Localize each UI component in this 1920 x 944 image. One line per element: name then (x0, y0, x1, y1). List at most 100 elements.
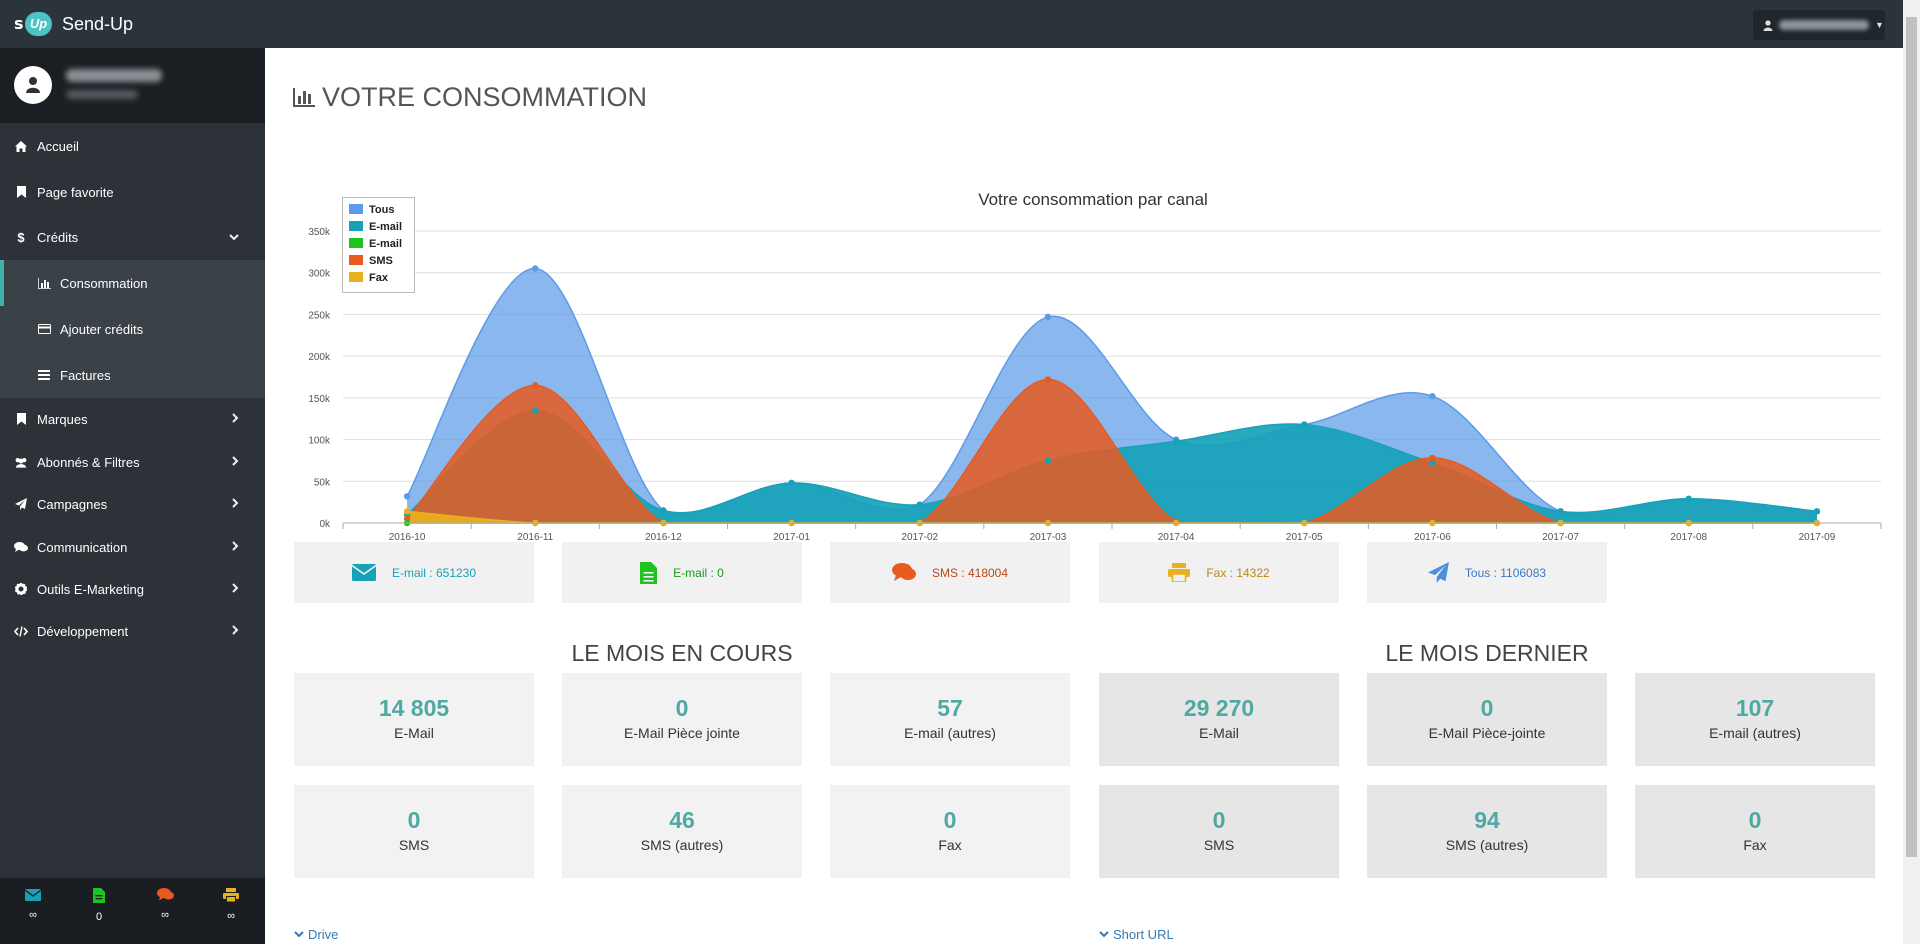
y-tick-label: 250k (308, 310, 331, 321)
sidebar-item-developpement[interactable]: Développement (0, 609, 265, 653)
stat-value: 0 (943, 807, 957, 833)
x-tick-label: 2017-09 (1799, 532, 1836, 543)
current-email-stat: 14 805 E-Mail (294, 673, 534, 766)
chart-axes: 2016-10 2016-11 2016-12 2017-01 2017-02 2017-… (342, 522, 1882, 543)
data-point[interactable] (1813, 508, 1821, 515)
chart-series (406, 267, 1817, 524)
data-point[interactable] (1429, 459, 1436, 467)
data-point[interactable] (403, 493, 411, 500)
total-sms-label: SMS : 418004 (931, 565, 1009, 580)
x-tick-label: 2017-03 (1030, 532, 1067, 543)
data-point[interactable] (1685, 495, 1692, 503)
last-email-attachment-stat: 0 E-Mail Pièce-jointe (1367, 673, 1607, 766)
sidebar-item-credits[interactable]: $ Crédits (0, 215, 265, 259)
sidebar-item-label: Page favorite (37, 184, 114, 200)
sidebar-item-factures[interactable]: Factures (0, 352, 265, 398)
sidebar-item-consommation[interactable]: Consommation (0, 260, 265, 306)
stat-label: E-Mail Pièce-jointe (1428, 725, 1546, 741)
chevron-right-icon (232, 624, 239, 638)
caret-down-icon: ▼ (1875, 20, 1884, 30)
scrollbar-thumb[interactable] (1906, 17, 1917, 857)
list-icon (37, 370, 51, 380)
page-title: VOTRE CONSOMMATION (293, 82, 647, 113)
home-icon (14, 140, 28, 152)
consumption-chart: Votre consommation par canal 0k 50k 100k 15… (265, 140, 1885, 565)
y-tick-label: 200k (308, 352, 331, 363)
credit-counters: ∞ 0 ∞ ∞ (0, 878, 265, 944)
y-tick-label: 300k (308, 269, 331, 280)
stat-label: E-mail (autres) (904, 725, 996, 741)
x-tick-label: 2017-08 (1670, 532, 1707, 543)
sidebar-item-outils-e-marketing[interactable]: Outils E-Marketing (0, 567, 265, 611)
fax-credit-counter[interactable]: ∞ (213, 888, 249, 922)
total-all[interactable]: Tous : 1106083 (1367, 542, 1607, 603)
data-point[interactable] (1429, 392, 1436, 400)
short-url-toggle[interactable]: Short URL (1099, 927, 1174, 942)
x-tick-label: 2016-12 (645, 532, 682, 543)
data-point[interactable] (403, 508, 411, 515)
last-email-stat: 29 270 E-Mail (1099, 673, 1339, 766)
drive-label: Drive (308, 927, 339, 942)
sidebar-item-marques[interactable]: Marques (0, 397, 265, 441)
stat-label: E-Mail (1199, 725, 1239, 741)
sms-credit-counter[interactable]: ∞ (147, 888, 183, 921)
total-fax[interactable]: Fax : 14322 (1099, 542, 1339, 603)
data-point[interactable] (660, 507, 667, 514)
current-email-attachment-stat: 0 E-Mail Pièce jointe (562, 673, 802, 766)
email-credit-counter[interactable]: ∞ (15, 888, 51, 921)
dollar-icon: $ (17, 229, 25, 245)
stat-value: 107 (1735, 695, 1775, 721)
legend-swatch (349, 221, 363, 231)
current-month-title: LE MOIS EN COURS (571, 640, 793, 666)
current-sms-other-stat: 46 SMS (autres) (562, 785, 802, 878)
drive-toggle[interactable]: Drive (294, 927, 338, 942)
data-point[interactable] (916, 501, 923, 508)
total-sms[interactable]: SMS : 418004 (830, 542, 1070, 603)
data-point[interactable] (1429, 454, 1436, 462)
total-email[interactable]: E-mail : 651230 (294, 542, 534, 603)
data-point[interactable] (1044, 313, 1052, 321)
legend-label[interactable]: Fax (369, 272, 389, 284)
sidebar-item-communication[interactable]: Communication (0, 525, 265, 569)
total-email-attachment[interactable]: E-mail : 0 (562, 542, 802, 603)
legend-label[interactable]: E-mail (369, 221, 402, 233)
envelope-icon (24, 889, 42, 901)
data-point[interactable] (532, 407, 539, 414)
last-month-title: LE MOIS DERNIER (1385, 640, 1589, 666)
page-scrollbar[interactable] (1903, 0, 1920, 944)
legend-label[interactable]: E-mail (369, 238, 402, 250)
sidebar-item-page-favorite[interactable]: Page favorite (0, 170, 265, 214)
sidebar-item-label: Développement (37, 623, 129, 639)
data-point[interactable] (1044, 457, 1052, 464)
chart-legend: Tous E-mail E-mail SMS Fax (342, 197, 415, 293)
x-tick-label: 2017-07 (1542, 532, 1579, 543)
user-menu-button[interactable]: ▼ (1753, 10, 1885, 40)
legend-swatch (349, 255, 363, 265)
data-point[interactable] (1557, 508, 1564, 515)
data-point[interactable] (532, 265, 539, 272)
app-logo[interactable]: s Up Send-Up (12, 11, 133, 37)
data-point[interactable] (532, 382, 539, 389)
stat-value: 0 (675, 695, 689, 721)
sidebar-item-campagnes[interactable]: Campagnes (0, 482, 265, 526)
data-point[interactable] (1044, 376, 1052, 383)
data-point[interactable] (1301, 421, 1308, 428)
legend-label[interactable]: Tous (369, 204, 394, 216)
sidebar-item-abonnes-filtres[interactable]: Abonnés & Filtres (0, 440, 265, 484)
counter-value: ∞ (161, 909, 169, 921)
sidebar-item-accueil[interactable]: Accueil (0, 124, 265, 168)
data-point[interactable] (1172, 438, 1180, 445)
paper-plane-icon (14, 498, 28, 510)
stat-value: 0 (1748, 807, 1762, 833)
counter-value: ∞ (29, 909, 37, 921)
comments-icon (156, 888, 174, 901)
data-point[interactable] (788, 479, 795, 487)
chevron-right-icon (232, 455, 239, 469)
sidebar-item-ajouter-credits[interactable]: Ajouter crédits (0, 306, 265, 352)
legend-label[interactable]: SMS (369, 255, 393, 267)
attachment-credit-counter[interactable]: 0 (81, 888, 117, 923)
stat-label: SMS (autres) (1445, 837, 1529, 853)
avatar[interactable] (14, 66, 52, 104)
y-tick-label: 0k (319, 519, 331, 530)
user-name-redacted (1779, 20, 1869, 30)
